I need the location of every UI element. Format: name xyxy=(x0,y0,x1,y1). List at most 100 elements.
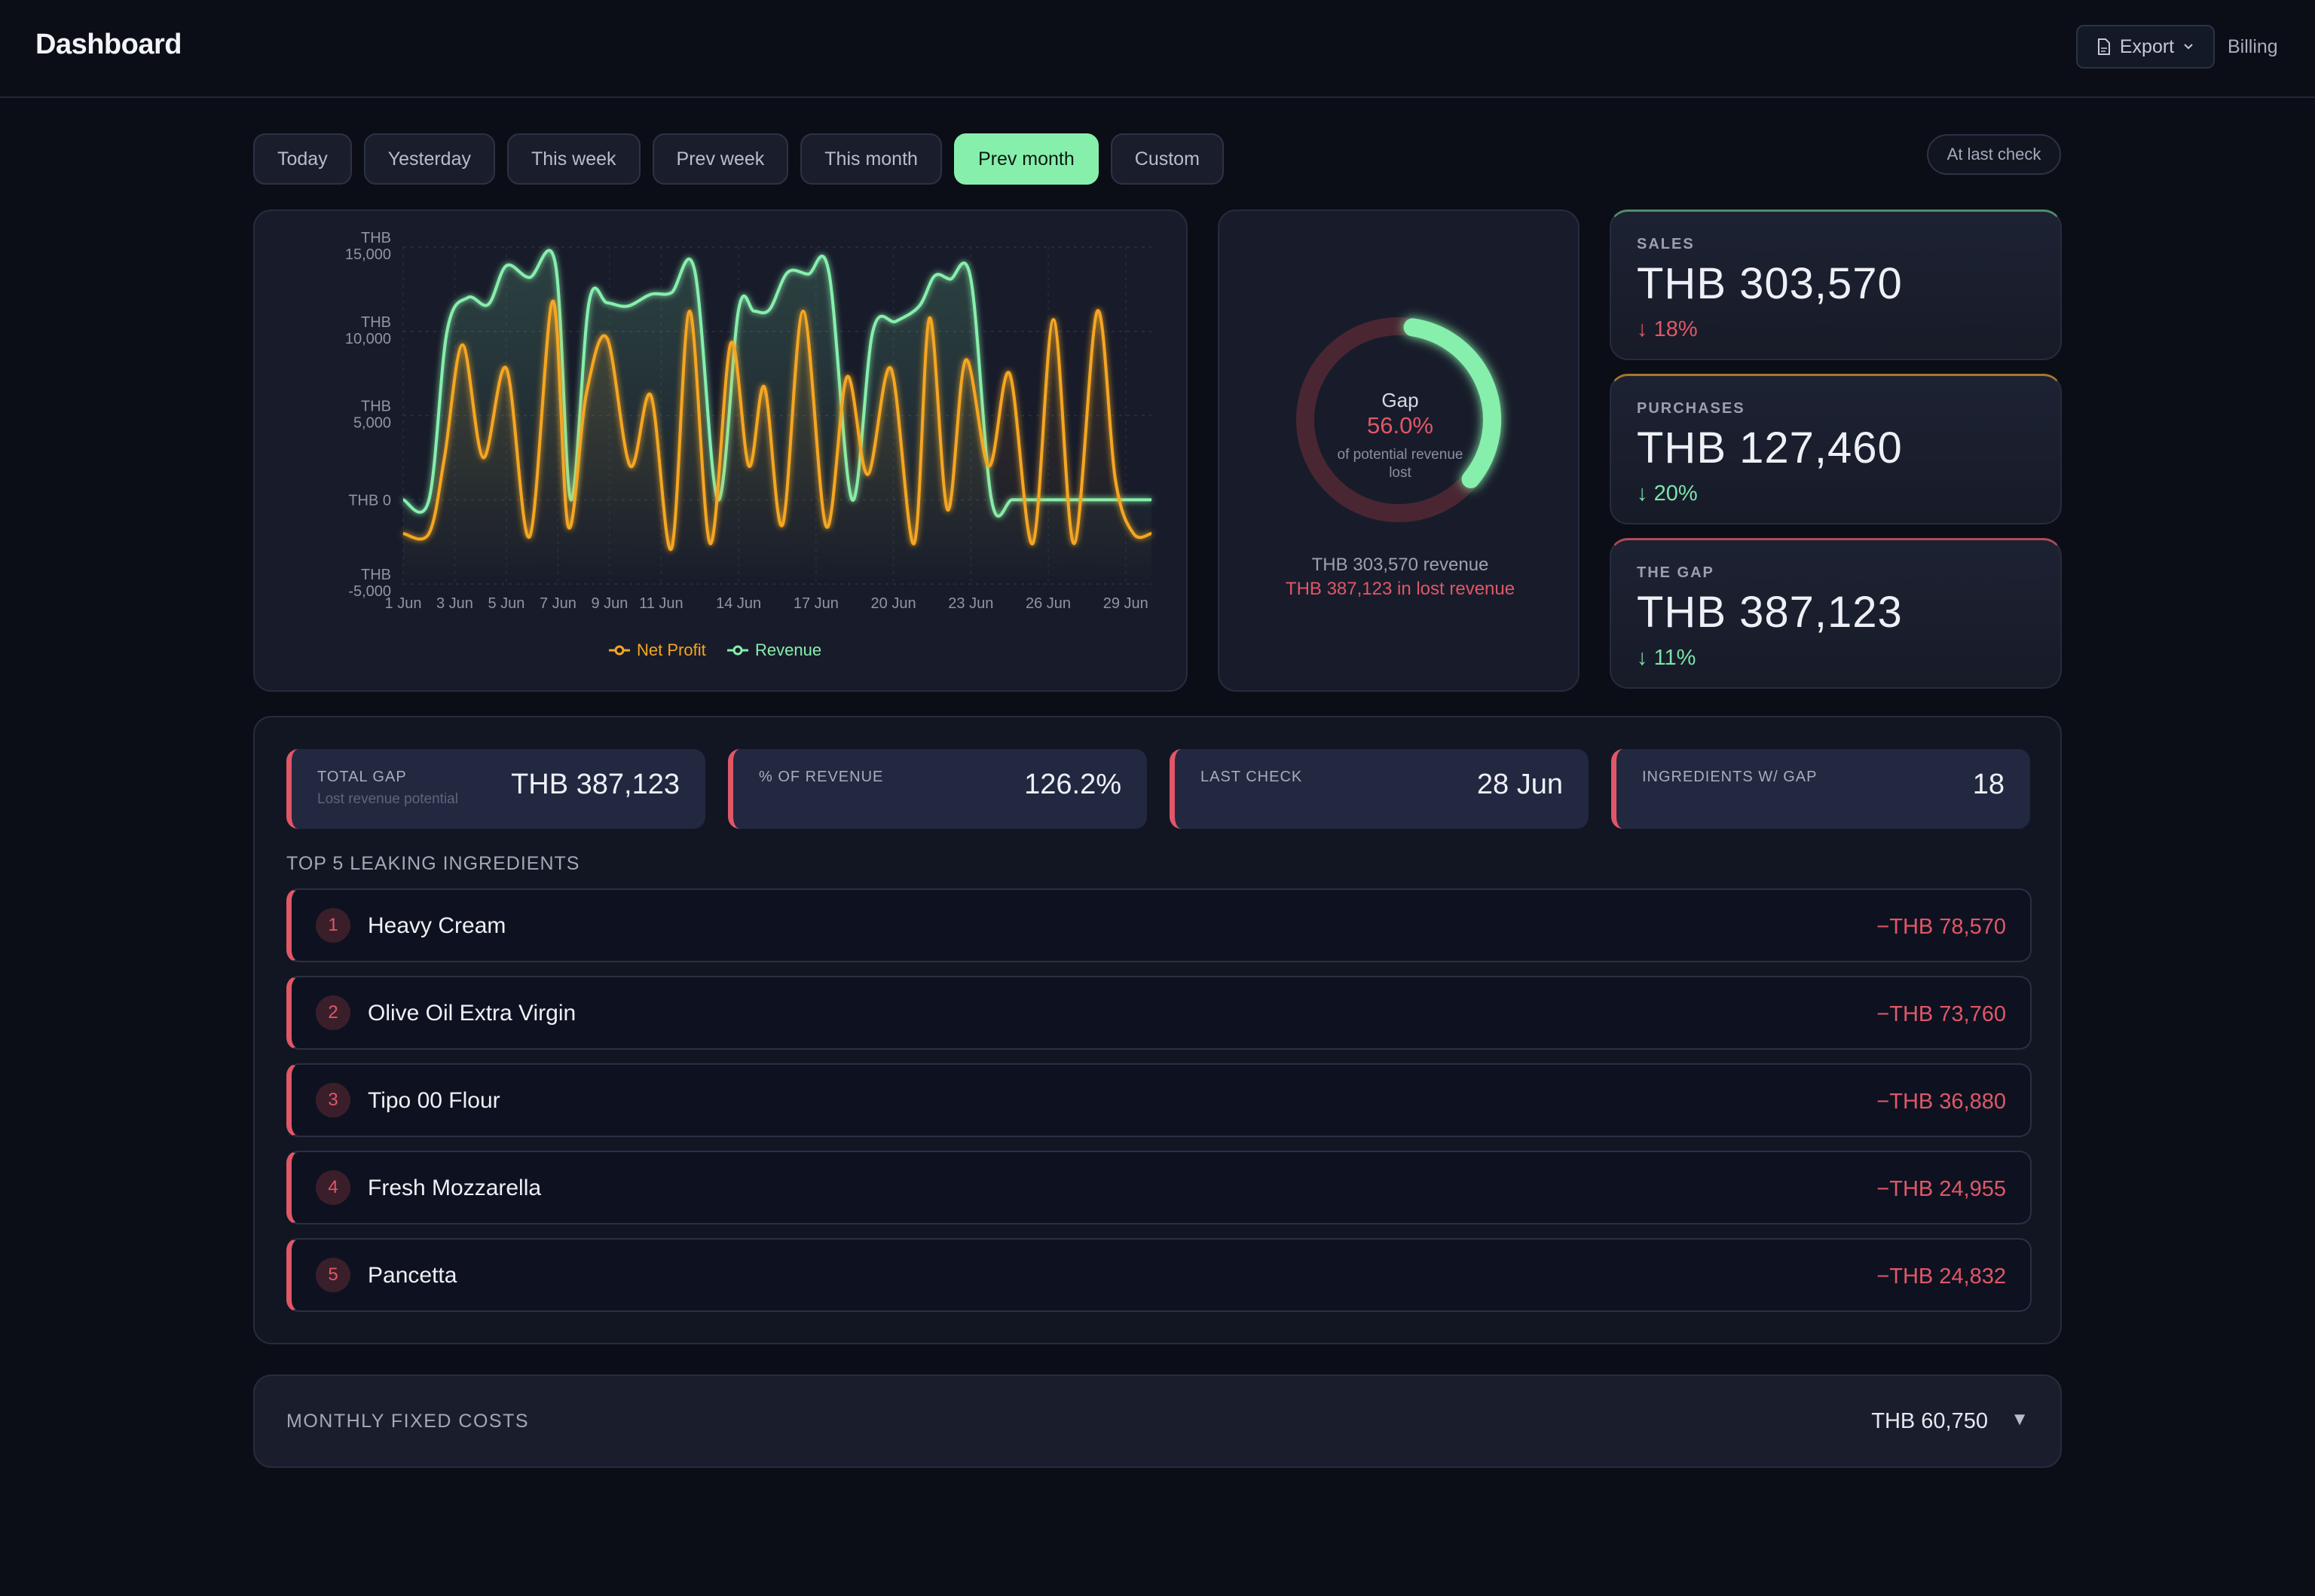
kpi-sales-delta-value: 18% xyxy=(1653,317,1698,341)
kpi-gap-value: THB 387,123 xyxy=(1637,588,1903,637)
leak-row[interactable]: 3 Tipo 00 Flour −THB 36,880 xyxy=(286,1063,2032,1137)
leak-amount: −THB 36,880 xyxy=(1876,1090,2006,1114)
gap-subtext-line-1: of potential revenue xyxy=(1337,447,1463,463)
tab-this-week[interactable]: This week xyxy=(507,133,641,185)
tab-prev-week[interactable]: Prev week xyxy=(652,133,789,185)
gap-subtext-line-2: lost xyxy=(1389,465,1411,481)
kpi-purchases-delta: ↓ 20% xyxy=(1637,482,1698,506)
gap-revenue-line: THB 303,570 revenue xyxy=(1311,555,1489,575)
y-tick-label: -5,000 xyxy=(348,583,391,600)
kpi-gap-delta-value: 11% xyxy=(1653,646,1696,670)
page-title: Dashboard xyxy=(35,29,182,60)
y-tick-label: 10,000 xyxy=(345,331,391,347)
ingredient-name: Fresh Mozzarella xyxy=(368,1176,542,1200)
leak-row[interactable]: 5 Pancetta −THB 24,832 xyxy=(286,1238,2032,1312)
y-tick-label: THB xyxy=(361,230,391,246)
stat-total-gap: TOTAL GAP Lost revenue potential THB 387… xyxy=(286,749,705,829)
x-tick-label: 11 Jun xyxy=(639,595,683,612)
stat-label: LAST CHECK xyxy=(1200,769,1303,785)
x-tick-label: 20 Jun xyxy=(871,595,916,612)
gap-analysis-panel: TOTAL GAP Lost revenue potential THB 387… xyxy=(253,716,2062,1344)
leak-amount: −THB 78,570 xyxy=(1876,915,2006,939)
kpi-purchases-card: PURCHASES THB 127,460 ↓ 20% xyxy=(1610,374,2062,524)
monthly-fixed-costs-toggle[interactable]: MONTHLY FIXED COSTS THB 60,750 ▼ xyxy=(253,1374,2062,1468)
rank-badge: 5 xyxy=(316,1258,350,1292)
legend-marker-revenue xyxy=(732,645,743,656)
at-last-check-button[interactable]: At last check xyxy=(1927,134,2061,175)
arrow-down-icon: ↓ xyxy=(1637,646,1648,670)
document-icon xyxy=(2097,38,2110,55)
stat-ingredients-with-gap: INGREDIENTS W/ GAP 18 xyxy=(1611,749,2030,829)
gap-percent: 56.0% xyxy=(1367,412,1433,439)
ingredient-name: Olive Oil Extra Virgin xyxy=(368,1001,576,1026)
leaking-ingredients-heading: TOP 5 LEAKING INGREDIENTS xyxy=(286,853,580,874)
stat-value: THB 387,123 xyxy=(511,769,680,800)
tab-custom[interactable]: Custom xyxy=(1110,133,1224,185)
stat-sublabel: Lost revenue potential xyxy=(317,791,458,807)
y-tick-label: 15,000 xyxy=(345,246,391,263)
leak-amount: −THB 24,955 xyxy=(1876,1177,2006,1201)
ingredient-name: Tipo 00 Flour xyxy=(368,1088,500,1113)
kpi-purchases-value: THB 127,460 xyxy=(1637,423,1903,472)
x-tick-label: 5 Jun xyxy=(488,595,524,612)
export-label: Export xyxy=(2119,35,2175,57)
rank-badge: 2 xyxy=(316,995,350,1030)
arrow-down-icon: ↓ xyxy=(1637,317,1648,341)
ingredient-name: Heavy Cream xyxy=(368,913,506,938)
rank-badge: 4 xyxy=(316,1170,350,1205)
kpi-gap-card: THE GAP THB 387,123 ↓ 11% xyxy=(1610,538,2062,689)
y-tick-label: THB 0 xyxy=(348,492,391,509)
gap-subtext: of potential revenue lost xyxy=(1219,446,1581,482)
tab-yesterday[interactable]: Yesterday xyxy=(363,133,495,185)
x-tick-label: 23 Jun xyxy=(948,595,993,612)
arrow-down-icon: ↓ xyxy=(1637,482,1648,506)
gap-gauge xyxy=(1296,317,1501,522)
y-tick-label: 5,000 xyxy=(353,415,391,432)
stat-label: TOTAL GAP xyxy=(317,769,407,785)
rank-badge: 1 xyxy=(316,908,350,943)
kpi-purchases-delta-value: 20% xyxy=(1653,482,1698,506)
stat-percent-of-revenue: % OF REVENUE 126.2% xyxy=(728,749,1147,829)
net-profit-line xyxy=(402,299,1152,552)
fixed-costs-value: THB 60,750 xyxy=(1871,1409,1988,1433)
x-tick-label: 7 Jun xyxy=(540,595,576,612)
x-tick-label: 17 Jun xyxy=(794,595,839,612)
leak-row[interactable]: 1 Heavy Cream −THB 78,570 xyxy=(286,888,2032,962)
stat-label: INGREDIENTS W/ GAP xyxy=(1642,769,1818,785)
gap-gauge-card: Gap 56.0% of potential revenue lost THB … xyxy=(1218,209,1580,692)
stat-value: 28 Jun xyxy=(1476,769,1563,800)
leak-row[interactable]: 4 Fresh Mozzarella −THB 24,955 xyxy=(286,1151,2032,1225)
kpi-sales-value: THB 303,570 xyxy=(1637,259,1903,308)
gap-label: Gap xyxy=(1381,389,1419,411)
leak-amount: −THB 24,832 xyxy=(1876,1264,2006,1289)
kpi-sales-card: SALES THB 303,570 ↓ 18% xyxy=(1610,209,2062,360)
legend-label-net-profit: Net Profit xyxy=(637,641,706,659)
kpi-gap-label: THE GAP xyxy=(1637,564,1714,581)
tab-prev-month[interactable]: Prev month xyxy=(953,133,1099,185)
y-tick-label: THB xyxy=(361,567,391,583)
leak-row[interactable]: 2 Olive Oil Extra Virgin −THB 73,760 xyxy=(286,976,2032,1050)
kpi-sales-label: SALES xyxy=(1637,236,1695,252)
revenue-profit-chart-card: THB 15,000 THB 10,000 THB 5,000 THB 0 THB -5,000… xyxy=(253,209,1188,692)
x-tick-label: 29 Jun xyxy=(1103,595,1148,612)
legend-marker-net-profit xyxy=(614,645,625,656)
y-tick-label: THB xyxy=(361,314,391,331)
stat-value: 18 xyxy=(1972,769,2005,800)
x-tick-label: 9 Jun xyxy=(591,595,628,612)
tab-today[interactable]: Today xyxy=(253,133,352,185)
leak-amount: −THB 73,760 xyxy=(1876,1002,2006,1026)
export-button[interactable]: Export xyxy=(2076,25,2215,69)
legend-label-revenue: Revenue xyxy=(755,641,821,659)
x-tick-label: 26 Jun xyxy=(1026,595,1071,612)
billing-link[interactable]: Billing xyxy=(2228,36,2278,57)
y-tick-label: THB xyxy=(361,399,391,415)
top-bar: Dashboard Export Billing xyxy=(0,0,2315,98)
kpi-sales-delta: ↓ 18% xyxy=(1637,317,1698,342)
ingredient-name: Pancetta xyxy=(368,1263,457,1288)
caret-down-icon: ▼ xyxy=(2011,1409,2029,1429)
stat-last-check: LAST CHECK 28 Jun xyxy=(1170,749,1589,829)
x-tick-label: 3 Jun xyxy=(436,595,473,612)
x-tick-label: 14 Jun xyxy=(716,595,761,612)
tab-this-month[interactable]: This month xyxy=(800,133,942,185)
